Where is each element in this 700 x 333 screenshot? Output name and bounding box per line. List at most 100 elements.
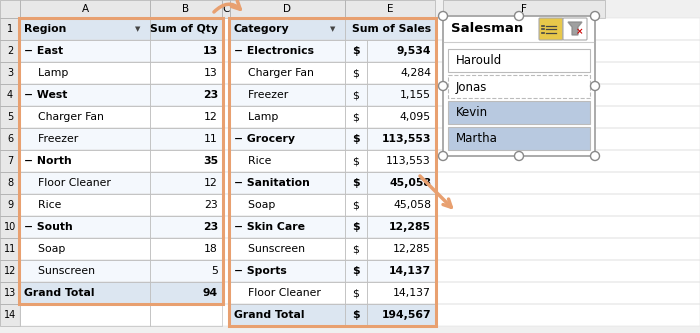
Text: ▼: ▼ [330,26,336,32]
Text: − Electronics: − Electronics [234,46,314,56]
Bar [345,282,367,304]
Bar [20,260,150,282]
Bar [0,216,20,238]
Bar [0,18,20,40]
Bar [20,128,700,150]
Bar [230,194,345,216]
Text: 5: 5 [7,112,13,122]
Text: Lamp: Lamp [24,68,69,78]
Bar [150,18,222,40]
Bar [0,106,20,128]
Bar [20,282,150,304]
Text: Floor Cleaner: Floor Cleaner [234,288,321,298]
Bar [345,150,367,172]
Bar [230,304,345,326]
Bar [0,282,20,304]
Bar [230,172,345,194]
Text: Soap: Soap [24,244,65,254]
Text: 1: 1 [7,24,13,34]
Bar [345,194,367,216]
Text: 18: 18 [204,244,218,254]
Bar [0,260,20,282]
Bar [0,128,20,150]
Bar [19,18,223,304]
Bar [443,0,605,18]
Bar [443,0,605,18]
Text: 8: 8 [7,178,13,188]
Bar [345,62,367,84]
Bar [367,260,435,282]
Text: Region: Region [24,24,66,34]
Bar [230,62,345,84]
Bar [0,0,20,18]
Bar [20,128,700,150]
Bar [345,282,367,304]
Bar [345,18,435,40]
Bar [345,304,367,326]
Bar [20,84,150,106]
Bar [230,194,345,216]
Bar [0,238,20,260]
Text: Harould: Harould [456,55,503,68]
Bar [345,304,367,326]
Bar [367,216,435,238]
Bar [0,172,20,194]
Bar [20,0,150,18]
Bar [0,106,20,128]
Bar [230,238,345,260]
Circle shape [438,82,447,91]
Text: − Sports: − Sports [234,266,287,276]
Bar [20,304,700,326]
Bar [345,194,367,216]
Text: 7: 7 [7,156,13,166]
Bar [0,150,20,172]
Bar [150,260,222,282]
Text: 2: 2 [7,46,13,56]
Text: $: $ [353,244,359,254]
Bar [20,18,700,40]
Bar [20,84,150,106]
Bar [150,194,222,216]
Text: Lamp: Lamp [234,112,279,122]
Text: $: $ [352,178,360,188]
Bar [0,62,20,84]
Text: 1,155: 1,155 [400,90,431,100]
Bar [20,216,700,238]
Bar [345,62,367,84]
Bar [20,84,700,106]
Bar [150,40,222,62]
Bar [20,282,150,304]
Bar [345,216,367,238]
Bar [20,62,150,84]
Bar [345,238,367,260]
Circle shape [438,152,447,161]
Bar [0,172,20,194]
Bar [367,238,435,260]
Bar [20,84,700,106]
Text: 4,095: 4,095 [400,112,431,122]
Bar [0,40,20,62]
Bar [20,150,700,172]
Bar [20,304,150,326]
Text: 12,285: 12,285 [393,244,431,254]
Bar [345,260,367,282]
Bar [20,150,150,172]
Bar [20,172,700,194]
Bar [367,106,435,128]
Bar [367,282,435,304]
Text: Kevin: Kevin [456,107,488,120]
Bar [367,128,435,150]
Bar [20,62,700,84]
Bar [367,40,435,62]
Bar [230,282,345,304]
Text: Charger Fan: Charger Fan [24,112,104,122]
Text: Freezer: Freezer [234,90,288,100]
Bar [367,40,435,62]
Bar [367,84,435,106]
Bar [367,150,435,172]
Text: $: $ [353,90,359,100]
Text: ▼: ▼ [135,26,141,32]
Bar [345,216,367,238]
Bar [229,18,436,326]
Polygon shape [568,22,582,35]
